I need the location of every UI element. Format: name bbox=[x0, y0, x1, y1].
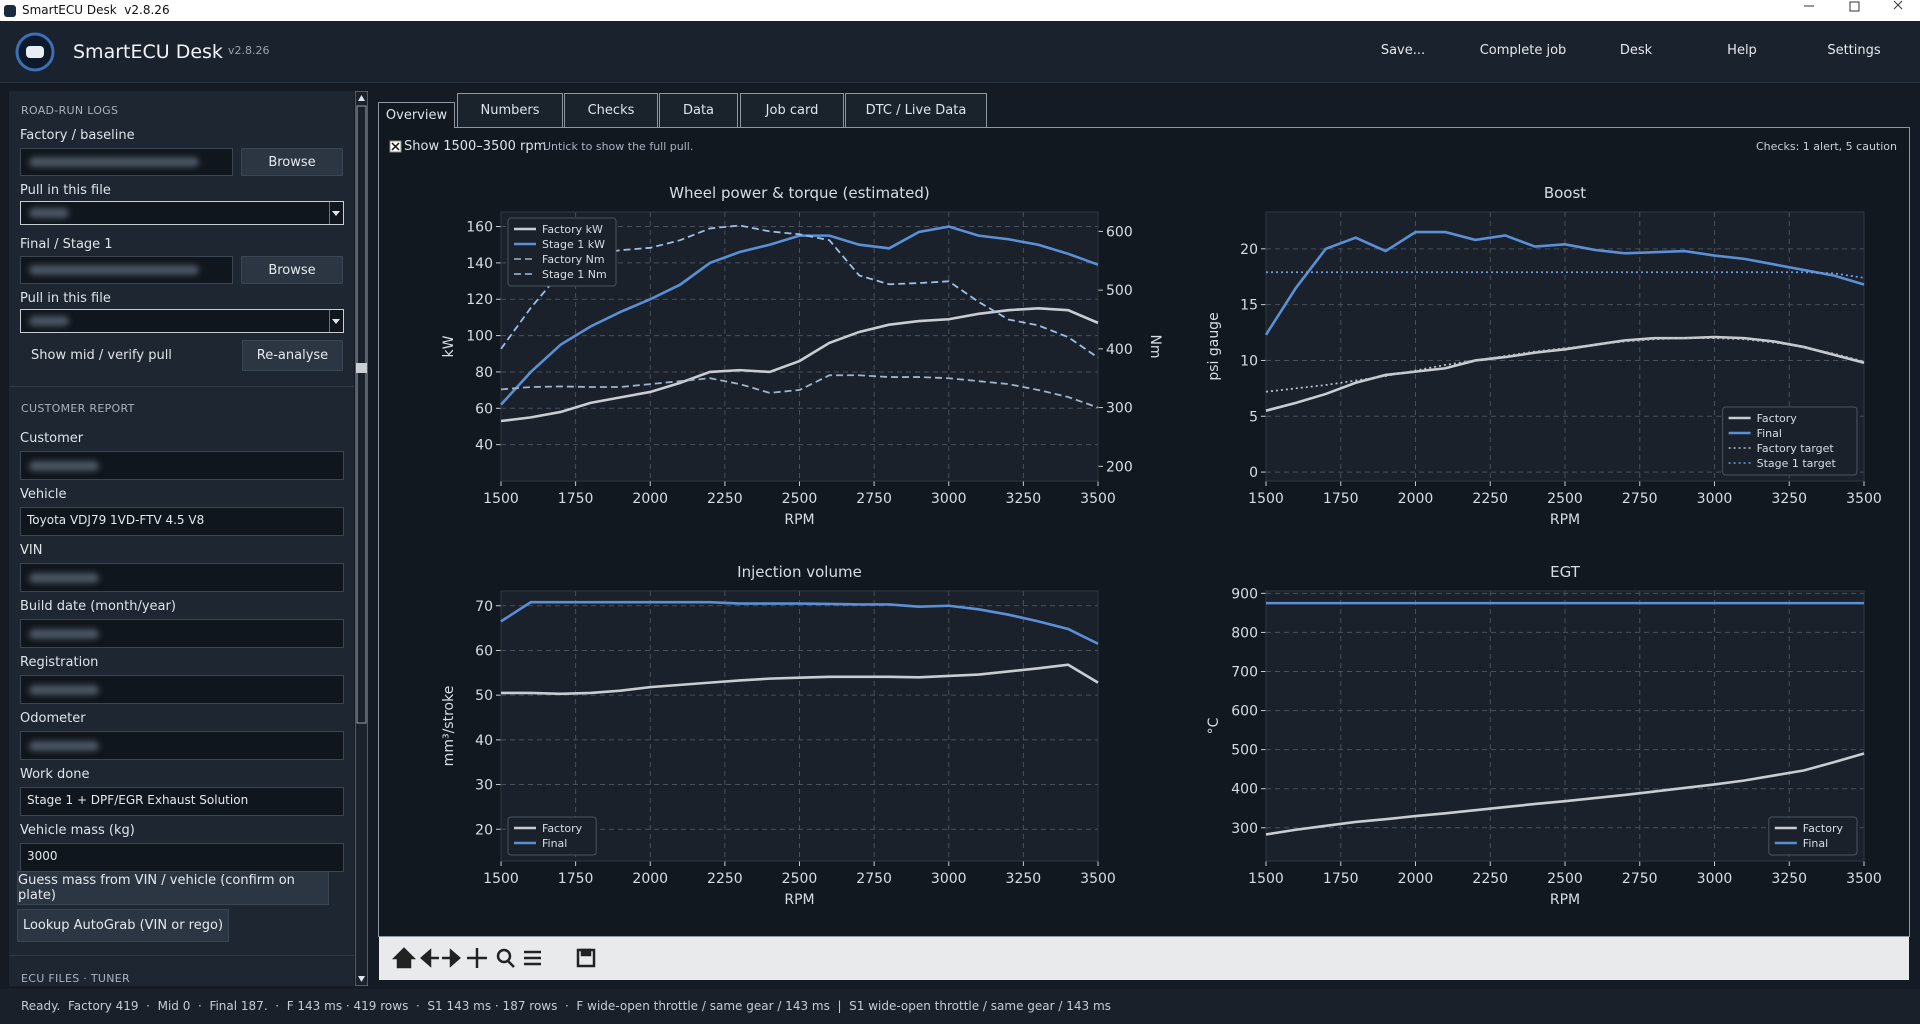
menu-item[interactable]: Settings bbox=[1827, 43, 1881, 58]
dropdown-arrow bbox=[329, 310, 340, 332]
checkbox[interactable] bbox=[389, 140, 403, 154]
tab[interactable]: DTC / Live Data bbox=[845, 93, 987, 127]
field-label: Work done bbox=[20, 767, 90, 782]
logo bbox=[15, 32, 55, 72]
back-icon[interactable] bbox=[420, 948, 432, 968]
field-label: Registration bbox=[20, 655, 99, 670]
field-label: Vehicle bbox=[20, 487, 67, 502]
zoom-icon[interactable] bbox=[496, 948, 512, 964]
app-name: SmartECU Desk bbox=[73, 41, 223, 63]
plot-toolbar bbox=[379, 937, 1909, 980]
dropdown-arrow bbox=[329, 202, 340, 224]
file-input[interactable] bbox=[20, 256, 233, 284]
field-label: Odometer bbox=[20, 711, 86, 726]
text-input[interactable]: 3000 bbox=[20, 843, 344, 872]
text-input[interactable]: Stage 1 + DPF/EGR Exhaust Solution bbox=[20, 787, 344, 816]
toolbar-icons bbox=[391, 947, 596, 969]
app-version: v2.8.26 bbox=[228, 44, 270, 57]
reanalyse-button[interactable]: Re-analyse bbox=[242, 340, 343, 371]
browse-button[interactable]: Browse bbox=[241, 148, 343, 176]
text-input[interactable] bbox=[20, 451, 344, 480]
app-icon bbox=[4, 5, 16, 17]
field-label: Pull in this file bbox=[20, 291, 111, 306]
menu-item[interactable]: Complete job bbox=[1479, 43, 1567, 58]
forward-icon[interactable] bbox=[449, 948, 461, 968]
status-text: Ready. Factory 419 · Mid 0 · Final 187. … bbox=[21, 999, 1111, 1013]
window-controls bbox=[1804, 0, 1903, 12]
separator bbox=[9, 386, 354, 387]
tab[interactable]: Job card bbox=[740, 93, 844, 127]
field-label: Vehicle mass (kg) bbox=[20, 823, 135, 838]
section-heading: ROAD-RUN LOGS bbox=[21, 104, 119, 117]
tab[interactable]: Numbers bbox=[457, 93, 563, 127]
text-input[interactable] bbox=[20, 731, 344, 760]
sidebar-scrollbar[interactable] bbox=[355, 91, 368, 986]
checkbox-label[interactable]: Show 1500–3500 rpm bbox=[404, 139, 547, 154]
field-label: Build date (month/year) bbox=[20, 599, 176, 614]
pull-select[interactable] bbox=[20, 201, 344, 225]
toggle-label[interactable]: Show mid / verify pull bbox=[31, 348, 172, 363]
menu-item[interactable]: Save... bbox=[1380, 43, 1426, 58]
tab[interactable]: Data bbox=[659, 93, 738, 127]
guess-mass-button[interactable]: Guess mass from VIN / vehicle (confirm o… bbox=[17, 871, 329, 905]
checks-summary: Checks: 1 alert, 5 caution bbox=[1756, 140, 1897, 153]
app-header: SmartECU Desk v2.8.26 Save... Complete jo… bbox=[0, 21, 1920, 83]
tab[interactable]: Overview bbox=[378, 102, 455, 128]
browse-button[interactable]: Browse bbox=[241, 256, 343, 284]
sidebar: ROAD-RUN LOGS Factory / baseline Browse … bbox=[9, 91, 354, 986]
menu-item[interactable]: Help bbox=[1727, 43, 1757, 58]
pull-select[interactable] bbox=[20, 309, 344, 333]
field-label: VIN bbox=[20, 543, 43, 558]
lookup-button[interactable]: Lookup AutoGrab (VIN or rego) bbox=[17, 909, 229, 942]
home-icon[interactable] bbox=[391, 947, 417, 969]
chart-panel: Show 1500–3500 rpm Untick to show the fu… bbox=[378, 127, 1910, 937]
field-label: Customer bbox=[20, 431, 84, 446]
field-label: Final / Stage 1 bbox=[20, 237, 113, 252]
title-bar: SmartECU Desk v2.8.26 bbox=[0, 0, 1920, 21]
menu-item[interactable]: Desk bbox=[1619, 43, 1653, 58]
text-input[interactable] bbox=[20, 563, 344, 592]
text-input[interactable] bbox=[20, 675, 344, 704]
section-heading: CUSTOMER REPORT bbox=[21, 402, 135, 415]
status-bar: Ready. Factory 419 · Mid 0 · Final 187. … bbox=[0, 989, 1920, 1024]
text-input[interactable] bbox=[20, 619, 344, 648]
field-label: Pull in this file bbox=[20, 183, 111, 198]
section-heading: ECU FILES · TUNER bbox=[21, 972, 130, 985]
field-label: Factory / baseline bbox=[20, 128, 135, 143]
text-input[interactable]: Toyota VDJ79 1VD-FTV 4.5 V8 bbox=[20, 507, 344, 536]
separator bbox=[9, 955, 354, 956]
file-input[interactable] bbox=[20, 148, 233, 176]
window-title: SmartECU Desk v2.8.26 bbox=[22, 3, 170, 17]
tab[interactable]: Checks bbox=[564, 93, 658, 127]
hint: Untick to show the full pull. bbox=[543, 140, 694, 153]
